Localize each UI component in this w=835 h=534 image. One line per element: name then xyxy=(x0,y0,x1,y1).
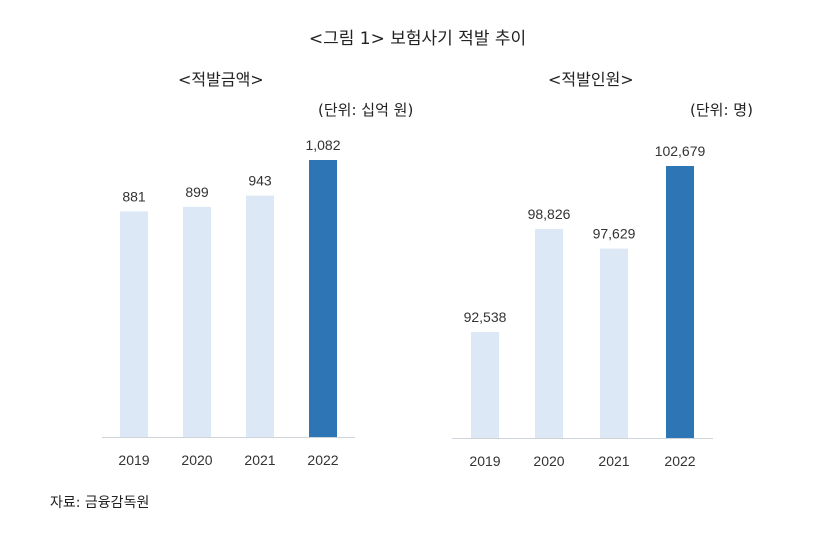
chart-1-unit: (단위: 십억 원) xyxy=(318,101,414,119)
x-tick-label: 2022 xyxy=(307,452,338,468)
x-tick-label: 2020 xyxy=(533,453,564,469)
x-tick-label: 2019 xyxy=(469,453,500,469)
chart-2-unit: (단위: 명) xyxy=(690,101,753,119)
bar-2021 xyxy=(600,248,628,438)
bar-2021 xyxy=(246,195,274,437)
bar-2022 xyxy=(666,166,694,438)
bar-2022 xyxy=(309,160,337,437)
data-label: 899 xyxy=(185,184,209,200)
x-tick-label: 2022 xyxy=(664,453,695,469)
source-note: 자료: 금융감독원 xyxy=(50,495,150,511)
data-label: 102,679 xyxy=(655,143,706,159)
data-label: 98,826 xyxy=(528,206,571,222)
x-tick-label: 2020 xyxy=(181,452,212,468)
bar-2020 xyxy=(535,229,563,438)
chart-2-title: <적발인원> xyxy=(548,70,634,89)
data-label: 943 xyxy=(248,173,272,189)
x-tick-label: 2021 xyxy=(598,453,629,469)
chart-1-title: <적발금액> xyxy=(178,70,264,89)
bar-2019 xyxy=(120,211,148,437)
data-label: 92,538 xyxy=(464,309,507,325)
bar-2020 xyxy=(183,206,211,437)
x-tick-label: 2019 xyxy=(118,452,149,468)
bar-2019 xyxy=(471,331,499,438)
data-label: 881 xyxy=(122,188,146,204)
data-label: 97,629 xyxy=(593,226,636,242)
figure-title: <그림 1> 보험사기 적발 추이 xyxy=(308,29,527,49)
data-label: 1,082 xyxy=(305,137,340,153)
x-tick-label: 2021 xyxy=(244,452,275,468)
